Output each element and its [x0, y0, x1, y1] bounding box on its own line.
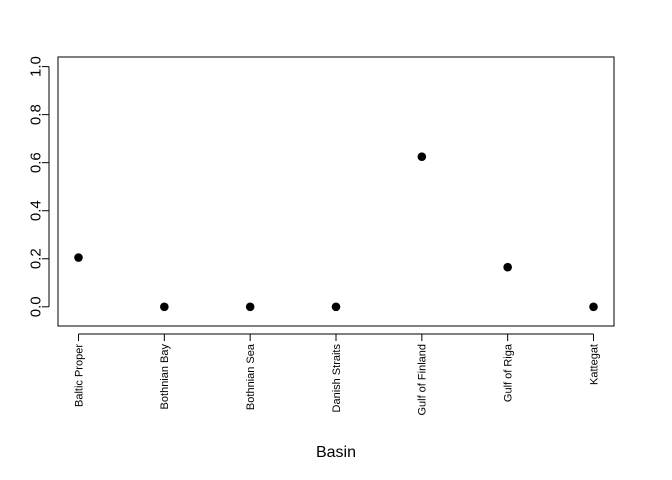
x-tick-label: Danish Straits — [331, 344, 343, 413]
data-point — [417, 152, 427, 161]
data-point — [331, 302, 341, 312]
x-tick-label: Baltic Proper — [73, 344, 85, 407]
data-point — [245, 302, 255, 312]
y-tick-label: 0.8 — [27, 104, 44, 125]
x-axis-label: Basin — [316, 444, 356, 461]
y-tick-label: 0.4 — [27, 200, 44, 221]
y-tick-label: 0.6 — [27, 152, 44, 173]
x-tick-label: Gulf of Finland — [417, 344, 429, 416]
x-tick-label: Gulf of Riga — [503, 343, 515, 402]
x-tick-label: Bothnian Bay — [159, 344, 171, 410]
data-point — [589, 302, 598, 312]
x-tick-label: Bothnian Sea — [245, 343, 257, 410]
y-tick-label: 1.0 — [27, 56, 44, 77]
y-tick-label: 0.0 — [27, 296, 44, 317]
data-point — [503, 262, 512, 272]
x-axis: Baltic Proper Bothnian Bay Bothnian Sea Dan… — [73, 333, 600, 416]
plot-box — [57, 56, 615, 327]
y-axis: 0.0 0.2 0.4 0.6 0.8 1.0 — [27, 56, 50, 317]
data-points — [74, 152, 598, 312]
data-point — [160, 302, 169, 312]
y-tick-label: 0.2 — [27, 248, 44, 269]
data-point — [74, 253, 83, 262]
x-tick-label: Kattegat — [588, 344, 600, 385]
